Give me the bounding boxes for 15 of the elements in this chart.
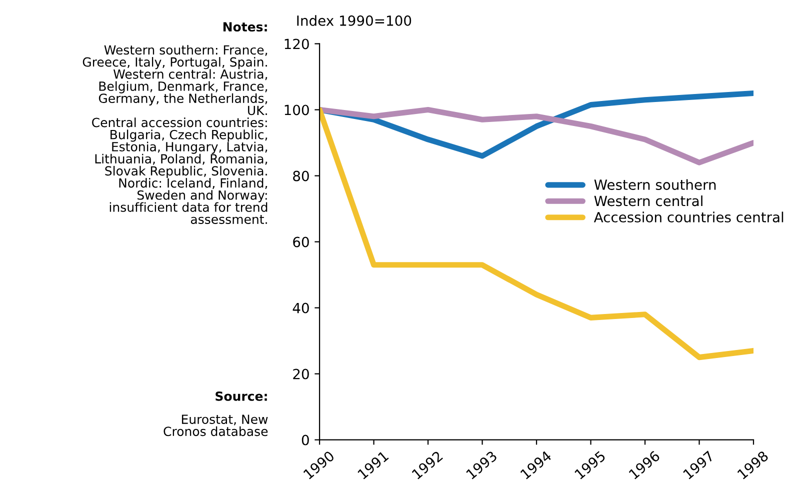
legend-label: Western central — [594, 195, 702, 206]
y-tick-label: 0 — [302, 434, 309, 446]
legend-label: Accession countries central — [594, 212, 784, 222]
y-tick-label: 120 — [284, 38, 309, 50]
y-tick-label: 60 — [293, 236, 309, 248]
legend-label: Western southern — [594, 179, 716, 190]
y-tick-label: 20 — [293, 368, 309, 380]
source-note: Source: — [216, 391, 267, 401]
y-tick-label: 40 — [292, 302, 309, 314]
text: Western southern: France, Greece, Italy, Portugal, Spain. Western central: Austria, Belgium, Denmark, France, Germany, the Netherlands, UK. Central accession countries: Bulgaria, Czech Republic, Estonia, Hungary, Latvia, Lithuania, Poland, Romania, Slovak Republic, Slovenia. Nordic: Iceland, Finland, Sweden and Norway: insufficient data for trend assessment. — [82, 44, 268, 224]
y-axis-title: Index 1990=100 — [297, 15, 412, 26]
text: Notes: — [223, 22, 267, 32]
y-tick-label: 100 — [284, 104, 309, 116]
text: Eurostat, New Cronos database — [164, 414, 268, 436]
y-tick-label: 80 — [293, 170, 309, 182]
